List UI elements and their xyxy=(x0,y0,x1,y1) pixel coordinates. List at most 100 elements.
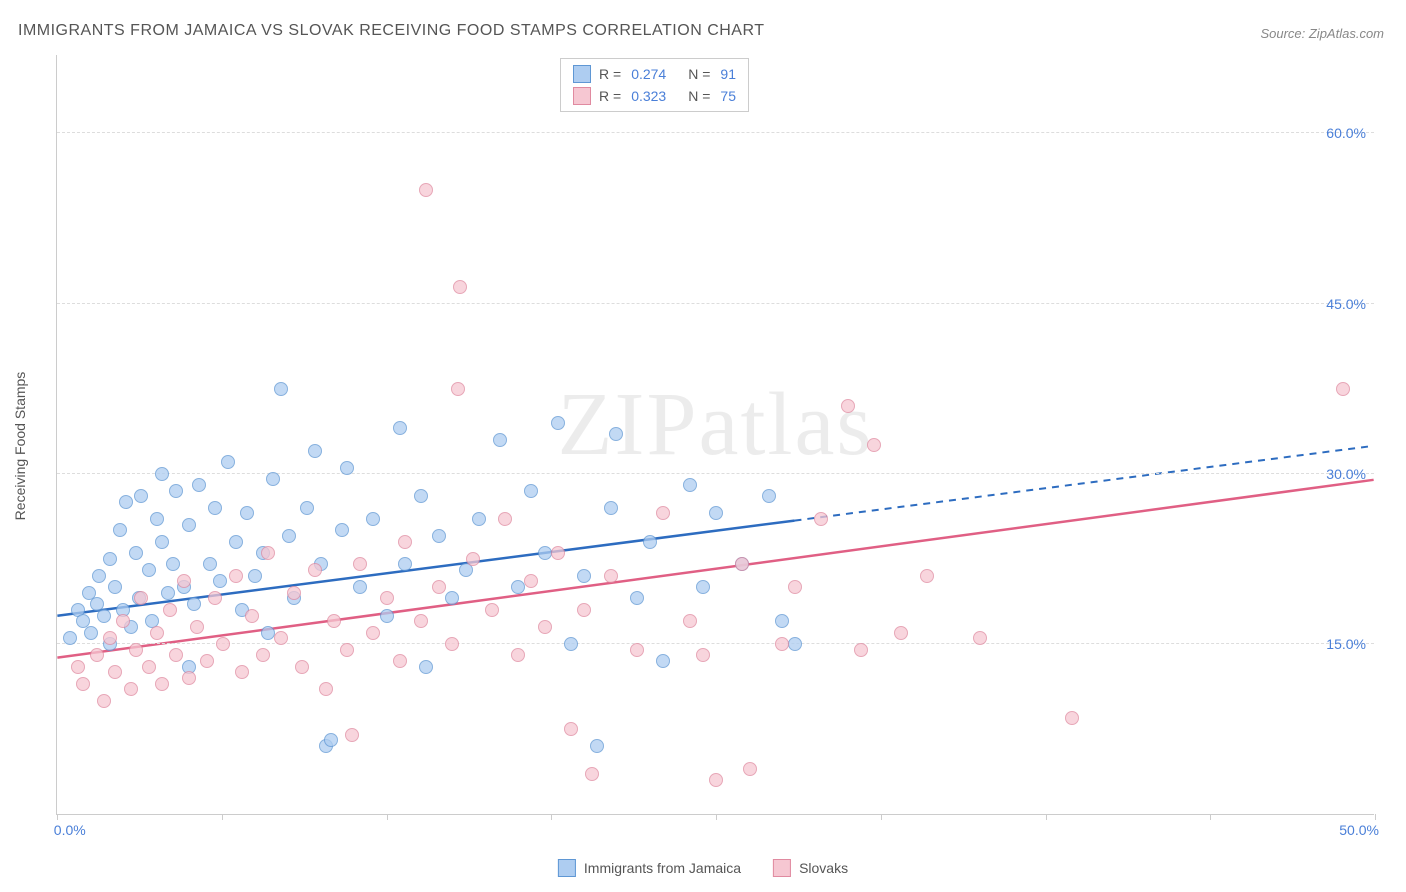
scatter-point xyxy=(163,603,177,617)
scatter-point xyxy=(229,569,243,583)
scatter-point xyxy=(261,626,275,640)
scatter-point xyxy=(762,489,776,503)
scatter-point xyxy=(585,767,599,781)
scatter-point xyxy=(419,660,433,674)
legend-n-label: N = xyxy=(688,66,710,82)
scatter-point xyxy=(393,421,407,435)
scatter-point xyxy=(182,518,196,532)
scatter-point xyxy=(200,654,214,668)
scatter-point xyxy=(308,444,322,458)
scatter-point xyxy=(1065,711,1079,725)
scatter-point xyxy=(113,523,127,537)
scatter-point xyxy=(155,467,169,481)
legend-n-value: 91 xyxy=(720,66,736,82)
scatter-point xyxy=(743,762,757,776)
scatter-point xyxy=(366,512,380,526)
scatter-point xyxy=(256,648,270,662)
scatter-point xyxy=(398,535,412,549)
scatter-point xyxy=(261,546,275,560)
scatter-point xyxy=(282,529,296,543)
legend-r-label: R = xyxy=(599,88,621,104)
scatter-point xyxy=(630,643,644,657)
scatter-point xyxy=(788,637,802,651)
scatter-point xyxy=(696,648,710,662)
scatter-point xyxy=(353,580,367,594)
scatter-point xyxy=(432,529,446,543)
scatter-point xyxy=(216,637,230,651)
scatter-point xyxy=(380,591,394,605)
scatter-point xyxy=(564,637,578,651)
scatter-point xyxy=(683,614,697,628)
scatter-point xyxy=(84,626,98,640)
scatter-point xyxy=(419,183,433,197)
scatter-point xyxy=(451,382,465,396)
scatter-point xyxy=(182,671,196,685)
chart-plot-area: ZIPatlas 15.0%30.0%45.0%60.0%0.0%50.0% xyxy=(56,55,1374,815)
scatter-point xyxy=(203,557,217,571)
watermark-text: ZIPatlas xyxy=(558,373,874,476)
source-attribution: Source: ZipAtlas.com xyxy=(1260,26,1384,41)
scatter-point xyxy=(380,609,394,623)
scatter-point xyxy=(213,574,227,588)
scatter-point xyxy=(150,512,164,526)
scatter-point xyxy=(393,654,407,668)
scatter-point xyxy=(511,580,525,594)
scatter-point xyxy=(538,546,552,560)
scatter-point xyxy=(841,399,855,413)
scatter-point xyxy=(775,637,789,651)
scatter-point xyxy=(300,501,314,515)
legend-r-value: 0.323 xyxy=(631,88,666,104)
y-tick-label: 15.0% xyxy=(1326,636,1366,652)
legend-series-label: Slovaks xyxy=(799,860,848,876)
scatter-point xyxy=(134,591,148,605)
scatter-point xyxy=(208,591,222,605)
scatter-point xyxy=(353,557,367,571)
scatter-point xyxy=(340,461,354,475)
scatter-point xyxy=(1336,382,1350,396)
y-tick-label: 30.0% xyxy=(1326,466,1366,482)
scatter-point xyxy=(166,557,180,571)
scatter-point xyxy=(134,489,148,503)
scatter-point xyxy=(71,660,85,674)
x-tick-label: 0.0% xyxy=(54,822,86,838)
x-tick xyxy=(881,814,882,820)
scatter-point xyxy=(453,280,467,294)
scatter-point xyxy=(190,620,204,634)
scatter-point xyxy=(498,512,512,526)
gridline xyxy=(57,132,1374,133)
legend-stats-box: R =0.274N =91R =0.323N =75 xyxy=(560,58,749,112)
scatter-point xyxy=(577,603,591,617)
scatter-point xyxy=(129,643,143,657)
scatter-point xyxy=(161,586,175,600)
legend-series-item: Immigrants from Jamaica xyxy=(558,859,741,877)
scatter-point xyxy=(683,478,697,492)
scatter-point xyxy=(155,677,169,691)
scatter-point xyxy=(274,631,288,645)
scatter-point xyxy=(245,609,259,623)
scatter-point xyxy=(124,682,138,696)
scatter-point xyxy=(108,580,122,594)
y-axis-label: Receiving Food Stamps xyxy=(12,372,28,521)
scatter-point xyxy=(788,580,802,594)
scatter-point xyxy=(472,512,486,526)
legend-r-label: R = xyxy=(599,66,621,82)
legend-swatch xyxy=(558,859,576,877)
scatter-point xyxy=(76,677,90,691)
scatter-point xyxy=(92,569,106,583)
scatter-point xyxy=(696,580,710,594)
scatter-point xyxy=(235,665,249,679)
scatter-point xyxy=(973,631,987,645)
scatter-point xyxy=(97,694,111,708)
x-tick xyxy=(1375,814,1376,820)
scatter-point xyxy=(221,455,235,469)
legend-stat-row: R =0.274N =91 xyxy=(573,63,736,85)
scatter-point xyxy=(155,535,169,549)
scatter-point xyxy=(142,563,156,577)
legend-series-label: Immigrants from Jamaica xyxy=(584,860,741,876)
legend-series: Immigrants from Jamaica Slovaks xyxy=(558,859,848,877)
scatter-point xyxy=(192,478,206,492)
scatter-point xyxy=(551,416,565,430)
scatter-point xyxy=(398,557,412,571)
scatter-point xyxy=(656,506,670,520)
scatter-point xyxy=(414,489,428,503)
